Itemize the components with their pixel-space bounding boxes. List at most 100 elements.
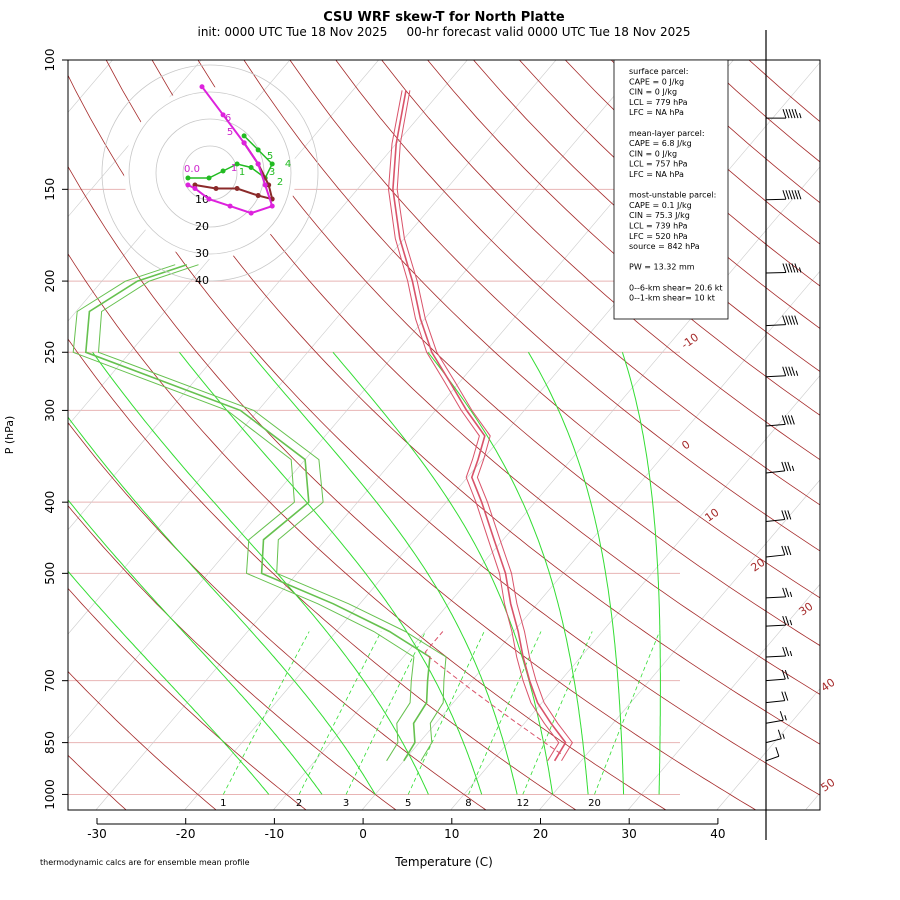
dry-adiabat-line <box>68 754 127 810</box>
parcel-stat-line: CIN = 75.3 J/kg <box>629 211 690 220</box>
y-tick-label: 400 <box>43 491 57 514</box>
isotherm-line <box>68 60 645 739</box>
mixing-ratio-line <box>468 631 542 795</box>
y-axis: 100 150 200 250 300 400 500 700 850 1000 <box>43 49 68 810</box>
isotherm-line <box>450 375 820 810</box>
x-tick-label: 40 <box>710 827 725 841</box>
mixing-ratio-label: 12 <box>516 798 529 809</box>
y-tick-label: 1000 <box>43 779 57 810</box>
x-tick-label: 10 <box>444 827 459 841</box>
temperature-profile-line <box>396 90 574 762</box>
isotherm-line <box>627 583 820 810</box>
mixing-ratio-line <box>407 631 485 795</box>
wind-barb <box>765 510 792 523</box>
chart-subtitle: init: 0000 UTC Tue 18 Nov 2025 00-hr for… <box>197 25 690 39</box>
dry-adiabat-line <box>473 60 820 373</box>
hodograph-magenta-line-point <box>185 182 191 188</box>
wind-barb <box>765 461 795 474</box>
hodograph-ring-label: 20 <box>195 220 209 233</box>
moist-adiabat-line <box>68 499 323 795</box>
x-tick-label: 0 <box>359 827 367 841</box>
wind-barb <box>765 315 799 327</box>
parcel-stat-line: mean-layer parcel: <box>629 129 705 138</box>
dry-adiabat-label: 40 <box>819 676 838 695</box>
wind-barb <box>766 108 802 119</box>
moist-adiabat-line <box>427 351 589 795</box>
parcel-stat-line: LFC = NA hPa <box>629 108 684 117</box>
dry-adiabat-line <box>243 60 820 599</box>
wind-barb <box>765 587 793 599</box>
hodograph-green-line-point <box>206 175 212 181</box>
dry-adiabat-label: -10 <box>679 331 701 352</box>
isotherm-line <box>361 270 820 810</box>
hodograph-magenta-label: 1 <box>231 163 237 174</box>
x-tick-label: 30 <box>622 827 637 841</box>
mixing-ratio-line <box>594 631 660 795</box>
dry-adiabat-line <box>68 338 577 810</box>
hodograph-magenta-line-point <box>227 203 233 209</box>
dry-adiabat-line <box>151 60 820 695</box>
hodograph-green-line-point <box>241 133 247 139</box>
dry-adiabat-line <box>748 60 820 123</box>
mixing-ratio-line <box>222 631 310 795</box>
y-tick-label: 500 <box>43 562 57 585</box>
wind-barb <box>765 747 780 762</box>
parcel-stats-box: surface parcel:CAPE = 0 J/kg CIN = 0 J/kg… <box>613 59 729 320</box>
isotherm-line <box>68 60 468 531</box>
parcel-stat-line: LFC = 520 hPa <box>629 232 688 241</box>
dry-adiabat-line <box>381 60 820 461</box>
parcel-stat-line: CAPE = 6.8 J/kg <box>629 139 692 148</box>
mixing-ratio-label: 8 <box>465 798 471 809</box>
hodograph-green-line-point <box>269 161 275 167</box>
parcel-stat-line: 0--1-km shear= 10 kt <box>629 294 715 303</box>
hodograph-magenta-label: 6 <box>225 113 231 124</box>
hodograph-magenta-line-point <box>199 84 205 90</box>
temperature-profile-line <box>387 90 560 762</box>
dry-adiabat-line <box>289 60 820 552</box>
wind-barb <box>765 263 802 274</box>
mixing-ratio-label: 5 <box>405 798 411 809</box>
parcel-stat-line: CAPE = 0.1 J/kg <box>629 201 692 210</box>
dry-adiabat-line <box>702 60 820 163</box>
wind-barb <box>765 646 793 658</box>
hodograph-magenta-line-point <box>248 210 254 216</box>
hodograph-green-line-point <box>185 175 191 181</box>
hodograph-brown-line-point <box>255 193 261 199</box>
isotherm-line <box>273 166 820 810</box>
dry-adiabat-line <box>68 670 217 810</box>
moist-adiabat-line <box>527 352 625 795</box>
wind-barb <box>765 415 795 427</box>
dry-adiabat-label: 20 <box>749 556 768 575</box>
hodograph-green-label: 5 <box>267 151 273 162</box>
parcel-stat-line: CAPE = 0 J/kg <box>629 77 684 86</box>
wind-barb <box>765 545 792 558</box>
parcel-stat-line: LCL = 739 hPa <box>629 222 688 231</box>
dry-adiabat-label: 30 <box>797 600 816 619</box>
hodograph-ring <box>155 118 265 228</box>
moist-adiabat-line <box>68 416 376 795</box>
isotherm-line <box>539 479 820 810</box>
sounding-profiles <box>72 90 574 762</box>
wind-barb <box>765 366 799 378</box>
hodograph-green-label: 4 <box>285 159 291 170</box>
y-tick-label: 700 <box>43 669 57 692</box>
parcel-stat-line: surface parcel: <box>629 67 688 76</box>
mixing-ratio-label: 2 <box>296 798 302 809</box>
hodograph-magenta-line-point <box>220 112 226 118</box>
mixing-ratio-line <box>298 631 382 795</box>
dry-adiabat-label: 0 <box>679 438 692 453</box>
dry-adiabat-line <box>68 253 667 810</box>
hodograph-magenta-line-point <box>269 203 275 209</box>
mixing-ratio-label: 1 <box>220 798 226 809</box>
mixing-ratio-line <box>345 631 426 795</box>
parcel-stat-line: CIN = 0 J/kg <box>629 88 677 97</box>
wind-barb <box>765 711 787 724</box>
moist-adiabat-line <box>68 570 270 795</box>
dry-adiabat-line <box>197 60 820 647</box>
hodograph-brown-line-point <box>234 186 240 192</box>
hodograph-green-line-point <box>220 168 226 174</box>
dry-adiabat-line <box>68 587 307 810</box>
plot-frame <box>67 59 821 811</box>
